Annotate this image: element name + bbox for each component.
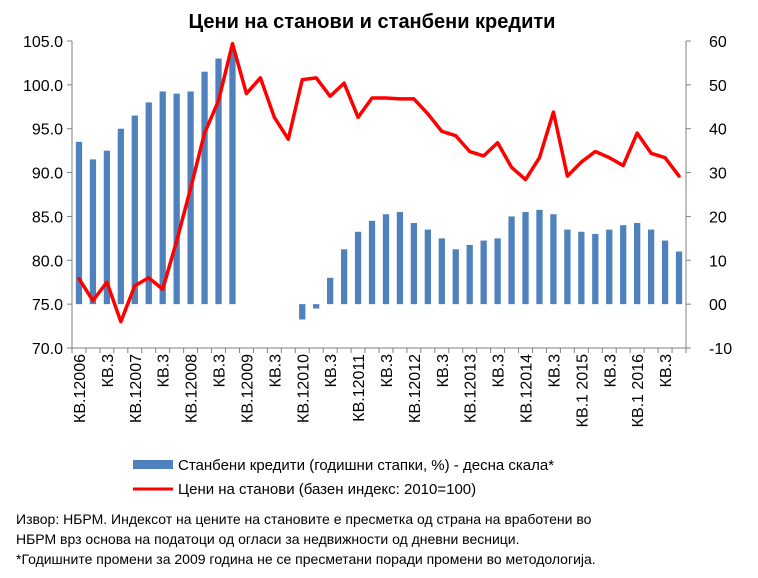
bar [103, 150, 111, 305]
legend-bar-swatch [133, 460, 173, 469]
bar [117, 128, 124, 305]
x-tick-label: КВ.3 [156, 354, 173, 387]
bar [592, 233, 599, 305]
bar [410, 223, 418, 305]
x-tick-label: КВ.3 [212, 354, 229, 387]
bar [396, 212, 404, 305]
left-tick-label: 75.0 [32, 297, 63, 314]
bar [620, 225, 627, 305]
bar [187, 91, 194, 305]
x-tick-label: КВ.3 [602, 354, 619, 387]
source-note-line-3: *Годишните промени за 2009 година не се … [16, 551, 596, 567]
left-tick-label: 90.0 [32, 166, 63, 183]
bar [215, 58, 222, 305]
bar [466, 244, 473, 305]
bar [313, 304, 320, 309]
bar [229, 49, 236, 305]
right-tick-label: -10 [709, 341, 732, 358]
line-series [77, 41, 681, 324]
bar [424, 229, 431, 305]
bar [536, 209, 543, 305]
x-tick-label: КВ.12007 [128, 354, 145, 423]
x-tick-label: КВ.3 [323, 354, 340, 387]
x-tick-label: КВ.12010 [295, 354, 312, 423]
x-tick-label: КВ.1 2016 [630, 354, 647, 427]
source-note-line-2: НБРМ врз основа на податоци од огласи за… [16, 531, 520, 547]
bar [382, 214, 390, 305]
right-tick-label: 00 [709, 297, 727, 314]
bar [550, 214, 557, 305]
bar [522, 212, 529, 305]
x-tick-label: КВ.3 [267, 354, 284, 387]
x-tick-label: КВ.12008 [184, 354, 201, 423]
bar [634, 223, 641, 305]
right-tick-label: 20 [709, 209, 727, 226]
legend: Станбени кредити (годишни стапки, %) - д… [133, 457, 554, 498]
left-tick-label: 70.0 [32, 341, 63, 358]
bar [201, 71, 208, 305]
chart-title: Цени на станови и станбени кредити [189, 11, 556, 33]
left-tick-label: 85.0 [32, 209, 63, 226]
bar [299, 304, 306, 320]
bar [438, 238, 445, 305]
left-tick-label: 80.0 [32, 253, 63, 270]
bar [661, 240, 669, 305]
bar [131, 115, 138, 305]
bar-series [75, 49, 683, 320]
bar [145, 102, 152, 305]
x-tick-label: КВ.12009 [239, 354, 256, 423]
x-tick-label: КВ.12013 [463, 354, 480, 423]
right-axis-ticks: -10 00 10 20 30 40 50 60 [686, 34, 732, 358]
x-axis-ticks: КВ.12006 КВ.3 КВ.12007 КВ.3 КВ.12008 КВ.3 КВ.1… [71, 348, 687, 427]
x-tick-label: КВ.3 [435, 354, 452, 387]
right-tick-label: 30 [709, 166, 727, 183]
bar [647, 229, 655, 305]
x-tick-label: КВ.3 [658, 354, 675, 387]
left-tick-label: 105.0 [23, 34, 63, 51]
bar [327, 277, 334, 305]
bar [173, 93, 180, 305]
bar [606, 229, 613, 305]
left-tick-label: 100.0 [23, 78, 63, 95]
bar [675, 251, 683, 305]
x-tick-label: КВ.3 [546, 354, 563, 387]
x-tick-label: КВ.3 [379, 354, 396, 387]
bar [340, 249, 348, 305]
bar [480, 240, 487, 305]
bar [368, 220, 376, 305]
left-tick-label: 95.0 [32, 122, 63, 139]
right-tick-label: 10 [709, 253, 727, 270]
bar [564, 229, 571, 305]
bar [89, 159, 97, 305]
legend-line-label: Цени на станови (базен индекс: 2010=100) [178, 481, 476, 498]
x-tick-label: КВ.12014 [519, 354, 536, 423]
bar [494, 238, 501, 305]
right-tick-label: 40 [709, 122, 727, 139]
x-tick-label: КВ.12006 [72, 354, 89, 423]
x-tick-label: КВ.12011 [351, 354, 368, 422]
bar [159, 91, 166, 305]
legend-bar-label: Станбени кредити (годишни стапки, %) - д… [178, 457, 554, 474]
right-tick-label: 50 [709, 78, 727, 95]
bar [508, 216, 515, 305]
price-line [77, 41, 681, 324]
bar [354, 231, 362, 305]
x-tick-label: КВ.3 [100, 354, 117, 387]
bar [75, 141, 83, 305]
left-axis-ticks: 70.0 75.0 80.0 85.0 90.0 95.0 100.0 105.0 [23, 34, 72, 358]
right-tick-label: 60 [709, 34, 727, 51]
x-tick-label: КВ.1 2015 [574, 354, 591, 427]
bar [452, 249, 459, 305]
x-tick-label: КВ.12012 [407, 354, 424, 423]
bar [578, 231, 585, 305]
x-tick-label: КВ.3 [491, 354, 508, 387]
source-note-line-1: Извор: НБРМ. Индексот на цените на стано… [16, 511, 592, 527]
